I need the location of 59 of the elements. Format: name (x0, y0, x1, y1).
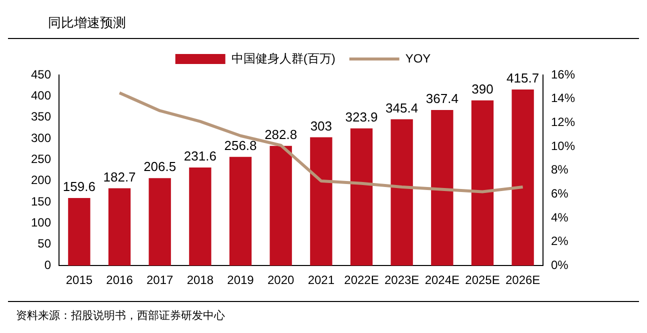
bar (431, 110, 454, 266)
x-tick-label: 2025E (465, 273, 500, 288)
y-tick-label: 0 (44, 258, 52, 272)
data-label: 256.8 (224, 138, 257, 153)
bar (108, 188, 131, 266)
data-label: 206.5 (144, 159, 176, 174)
y2-tick-label: 10% (550, 138, 576, 153)
y2-tick-label: 2% (550, 234, 569, 248)
x-tick-label: 2020 (267, 273, 295, 288)
data-label: 323.9 (345, 109, 378, 124)
x-tick-label: 2017 (146, 273, 174, 288)
y-tick-label: 300 (30, 130, 52, 145)
y-tick-label: 450 (30, 67, 52, 82)
y-tick-label: 150 (30, 194, 52, 208)
data-label: 303 (310, 118, 332, 134)
bar (512, 90, 534, 266)
legend-label: 中国健身人群(百万) (231, 51, 336, 66)
bar (390, 119, 413, 266)
y-tick-label: 250 (30, 152, 52, 166)
data-label: 415.7 (506, 70, 540, 86)
y-tick-label: 350 (30, 110, 52, 124)
y2-tick-label: 12% (550, 114, 576, 129)
y2-tick-label: 16% (550, 67, 576, 82)
y-tick-label: 100 (30, 216, 52, 230)
x-tick-label: 2026E (505, 273, 540, 288)
bar (310, 137, 332, 266)
data-label: 345.4 (386, 100, 418, 116)
data-label: 231.6 (184, 148, 216, 164)
bar (189, 168, 212, 266)
x-tick-label: 2016 (106, 273, 134, 288)
data-label: 159.6 (62, 179, 96, 194)
y2-tick-label: 0% (550, 258, 569, 272)
bar (350, 128, 373, 266)
bar (68, 198, 90, 266)
y-tick-label: 50 (38, 236, 52, 251)
chart-title: 同比增速预测 (8, 8, 639, 39)
y2-tick-label: 14% (550, 91, 576, 106)
bar (471, 100, 494, 266)
data-label: 282.8 (264, 126, 298, 142)
data-label: 390 (472, 81, 494, 96)
x-tick-label: 2018 (186, 273, 214, 288)
bar (229, 156, 252, 266)
y-tick-label: 400 (30, 88, 52, 102)
x-tick-label: 2019 (227, 273, 254, 288)
data-label: 182.7 (103, 169, 136, 184)
x-tick-label: 2015 (66, 273, 93, 288)
bar (148, 178, 171, 266)
legend-label: YOY (405, 51, 431, 66)
x-tick-label: 2021 (308, 273, 335, 288)
x-tick-label: 2022E (344, 273, 379, 288)
bar (270, 146, 292, 266)
text: 资料来源：招股说明书，西部证券研发中心 (8, 301, 639, 323)
y2-tick-label: 6% (550, 186, 569, 200)
y2-tick-label: 8% (550, 162, 569, 177)
y2-tick-label: 4% (550, 210, 569, 224)
y-tick-label: 200 (30, 173, 52, 188)
x-tick-label: 2024E (424, 273, 460, 288)
x-tick-label: 2023E (384, 273, 420, 288)
data-label: 367.4 (426, 91, 458, 106)
